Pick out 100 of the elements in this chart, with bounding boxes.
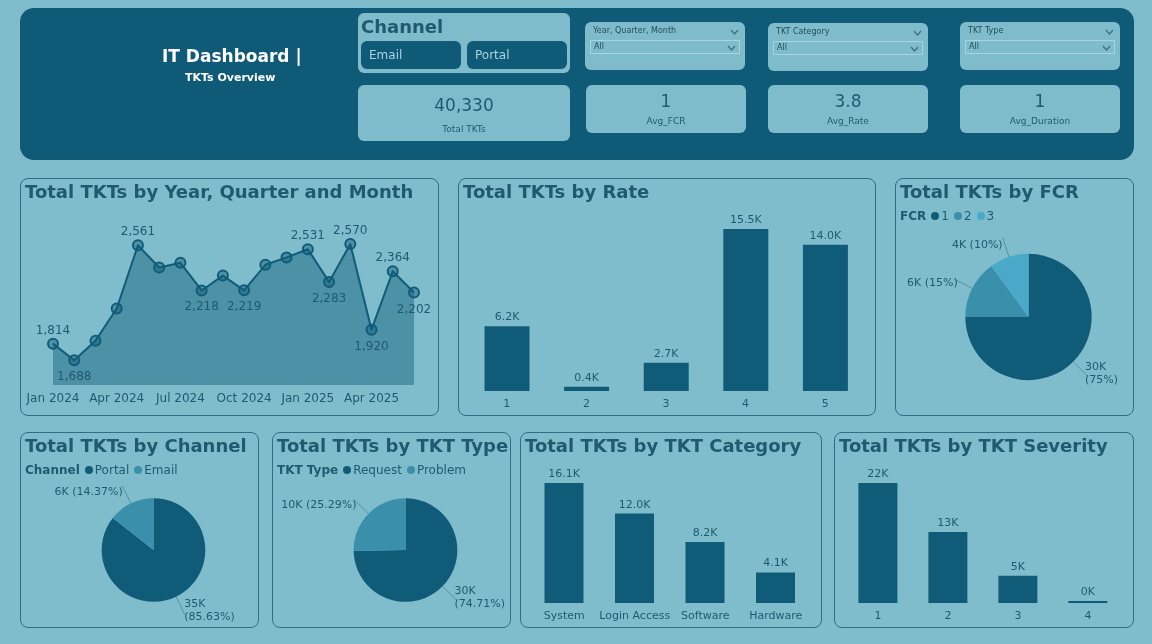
- data-label: 0K: [1080, 585, 1096, 598]
- chart-title: Total TKTs by TKT Type: [277, 435, 509, 456]
- bar: [723, 229, 769, 391]
- legend-label: Email: [143, 463, 178, 477]
- text: All: [773, 41, 923, 55]
- data-label: 2,202: [396, 301, 432, 316]
- data-label: 6K (14.37%): [54, 484, 123, 498]
- pie-slice: [965, 265, 1029, 317]
- data-label: 0.4K: [574, 370, 600, 384]
- point: [259, 258, 272, 271]
- text: 1: [659, 91, 673, 111]
- point: [386, 265, 399, 278]
- data-label: 35K (85.63%): [184, 597, 235, 624]
- point: [153, 261, 166, 274]
- x-tick-label: Jul 2024: [154, 390, 205, 405]
- x-tick-label: Hardware: [749, 608, 803, 622]
- point: [408, 286, 420, 299]
- data-label: 13K: [937, 516, 960, 530]
- data-label: 6K (15%): [906, 275, 958, 289]
- data-label: 2.7K: [653, 346, 680, 360]
- point: [238, 284, 251, 297]
- chart-title: Total TKTs by TKT Severity: [839, 435, 1108, 456]
- text: All: [590, 40, 740, 54]
- chart-title: Total TKTs by Rate: [463, 181, 650, 202]
- bar: [615, 513, 655, 603]
- pie-slice: [991, 253, 1029, 317]
- legend-label: Request: [352, 463, 402, 477]
- x-tick-label: Apr 2025: [343, 390, 400, 405]
- point: [89, 334, 102, 347]
- bar: [484, 326, 530, 391]
- data-label: 22K: [867, 467, 890, 480]
- data-label: 8.2K: [692, 525, 719, 539]
- point: [216, 269, 229, 282]
- point: [174, 256, 187, 269]
- text: 3.8: [833, 91, 863, 111]
- chart-title: Total TKTs by FCR: [900, 181, 1079, 202]
- x-tick-label: 5: [821, 396, 829, 410]
- text: TKTs Overview: [185, 71, 276, 84]
- chart-title: Total TKTs by Channel: [25, 435, 247, 456]
- text: 40,330: [433, 95, 495, 115]
- text: TKT Category: [776, 27, 830, 36]
- data-label: 2,364: [375, 250, 410, 265]
- bar: [643, 362, 689, 391]
- bar: [685, 541, 725, 603]
- legend-label: 3: [985, 209, 995, 223]
- data-label: 2,570: [333, 223, 368, 238]
- bar: [858, 483, 898, 603]
- bar: [544, 483, 584, 603]
- text: 1: [1033, 91, 1047, 111]
- data-label: 4.1K: [763, 556, 789, 570]
- x-tick-label: 3: [1014, 608, 1022, 622]
- x-tick-label: System: [543, 608, 585, 622]
- point: [365, 323, 378, 336]
- data-label: 6.2K: [494, 310, 521, 324]
- text: Total TKTs: [441, 124, 487, 134]
- text: Avg_Duration: [1008, 116, 1072, 126]
- data-label: 4K (10%): [951, 237, 1003, 251]
- x-tick-label: 2: [944, 608, 952, 622]
- text: IT Dashboard |: [162, 46, 302, 66]
- x-tick-label: 3: [662, 396, 670, 410]
- data-label: 30K (74.71%): [454, 584, 506, 611]
- point: [301, 243, 314, 256]
- point: [47, 337, 59, 350]
- text: TKT Type: [968, 26, 1004, 35]
- x-tick-label: Jan 2025: [280, 390, 335, 405]
- data-label: 10K (25.29%): [281, 497, 357, 511]
- data-label: 2,531: [290, 228, 325, 243]
- point: [344, 238, 357, 251]
- data-label: 30K (75%): [1085, 359, 1119, 386]
- data-label: 1,814: [35, 322, 71, 337]
- data-label: 12.0K: [618, 497, 652, 511]
- pie-slice: [112, 498, 154, 550]
- bar: [564, 386, 610, 391]
- legend-label: Problem: [415, 463, 466, 477]
- bar: [928, 532, 968, 603]
- data-label: 15.5K: [729, 213, 763, 226]
- bar: [998, 575, 1038, 603]
- text: Avg_FCR: [645, 116, 687, 126]
- data-label: 2,561: [120, 224, 156, 239]
- legend-title: FCR: [900, 209, 927, 223]
- chart-title: Total TKTs by Year, Quarter and Month: [25, 181, 414, 202]
- x-tick-label: 4: [742, 396, 750, 410]
- text: All: [965, 40, 1115, 54]
- x-tick-label: Apr 2024: [89, 390, 145, 405]
- point: [131, 239, 144, 252]
- bar: [802, 244, 848, 391]
- legend-title: TKT Type: [277, 463, 339, 477]
- data-label: 5K: [1010, 559, 1026, 573]
- point: [110, 302, 123, 315]
- text: Portal: [467, 41, 567, 69]
- data-label: 16.1K: [548, 467, 581, 480]
- bar: [756, 572, 796, 603]
- x-tick-label: Login Access: [599, 608, 671, 622]
- x-tick-label: 1: [874, 608, 882, 622]
- text: Year, Quarter, Month: [593, 26, 677, 35]
- x-tick-label: 1: [503, 396, 511, 410]
- x-tick-label: Software: [681, 608, 730, 622]
- text: Avg_Rate: [826, 116, 870, 126]
- x-tick-label: Oct 2024: [216, 390, 272, 405]
- legend-label: 2: [962, 209, 972, 223]
